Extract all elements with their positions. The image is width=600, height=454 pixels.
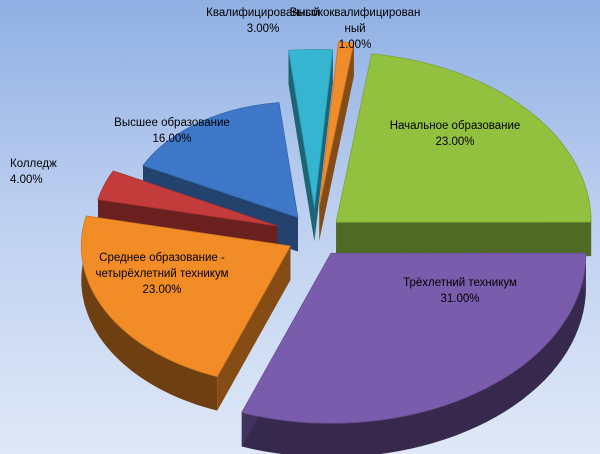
pie-slice-top xyxy=(335,53,592,223)
slice-category-label: Квалифицированный xyxy=(206,7,320,19)
pie-slice-1 xyxy=(241,252,587,454)
pie-slice-5 xyxy=(288,49,334,242)
pie-slice-6 xyxy=(318,41,355,241)
slice-category-label: Высшее образование xyxy=(114,117,230,129)
slice-label-5: Квалифицированный 3.00% xyxy=(206,7,320,35)
slice-value-label: 1.00% xyxy=(339,39,372,51)
slice-label-4: Высшее образование 16.00% xyxy=(114,117,230,145)
pie-slice-wall xyxy=(288,50,315,242)
pie-slice-side xyxy=(81,216,218,411)
slice-value-label: 23.00% xyxy=(142,284,181,296)
slice-category-label: ный xyxy=(344,23,365,35)
slice-category-label: четырёхлетний техникум xyxy=(96,268,229,280)
slice-category-label: Среднее образование - xyxy=(99,252,225,264)
slice-label-1: Трёхлетний техникум 31.00% xyxy=(403,277,517,305)
slice-category-label: Трёхлетний техникум xyxy=(403,277,517,289)
slice-value-label: 31.00% xyxy=(440,293,479,305)
pie-slice-side xyxy=(241,253,586,454)
slice-label-0: Начальное образование 23.00% xyxy=(390,120,521,148)
slice-value-label: 16.00% xyxy=(152,133,191,145)
pie-slice-wall xyxy=(336,222,592,257)
pie-slice-wall xyxy=(217,246,291,411)
slice-value-label: 3.00% xyxy=(247,23,280,35)
pie-slice-top xyxy=(288,49,334,208)
slice-label-3: Колледж 4.00% xyxy=(10,158,57,186)
pie-slice-top xyxy=(318,41,355,207)
pie-slice-top xyxy=(80,215,292,378)
pie-slice-2 xyxy=(80,215,292,411)
slice-value-label: 4.00% xyxy=(10,174,43,186)
slice-category-label: Начальное образование xyxy=(390,120,521,132)
slice-label-2: Среднее образование - четырёхлетний техни… xyxy=(96,252,229,296)
pie-slice-0 xyxy=(335,53,592,257)
pie-slice-top xyxy=(142,102,299,219)
pie-slice-top xyxy=(97,170,278,227)
slice-category-label: Колледж xyxy=(10,158,57,170)
slice-label-6: Высококвалифицирован ный 1.00% xyxy=(290,7,421,51)
pie-slice-wall xyxy=(314,49,333,242)
slice-category-label: Высококвалифицирован xyxy=(290,7,421,19)
pie-slice-top xyxy=(241,252,587,424)
pie-slice-wall xyxy=(319,42,354,241)
slice-value-label: 23.00% xyxy=(435,136,474,148)
